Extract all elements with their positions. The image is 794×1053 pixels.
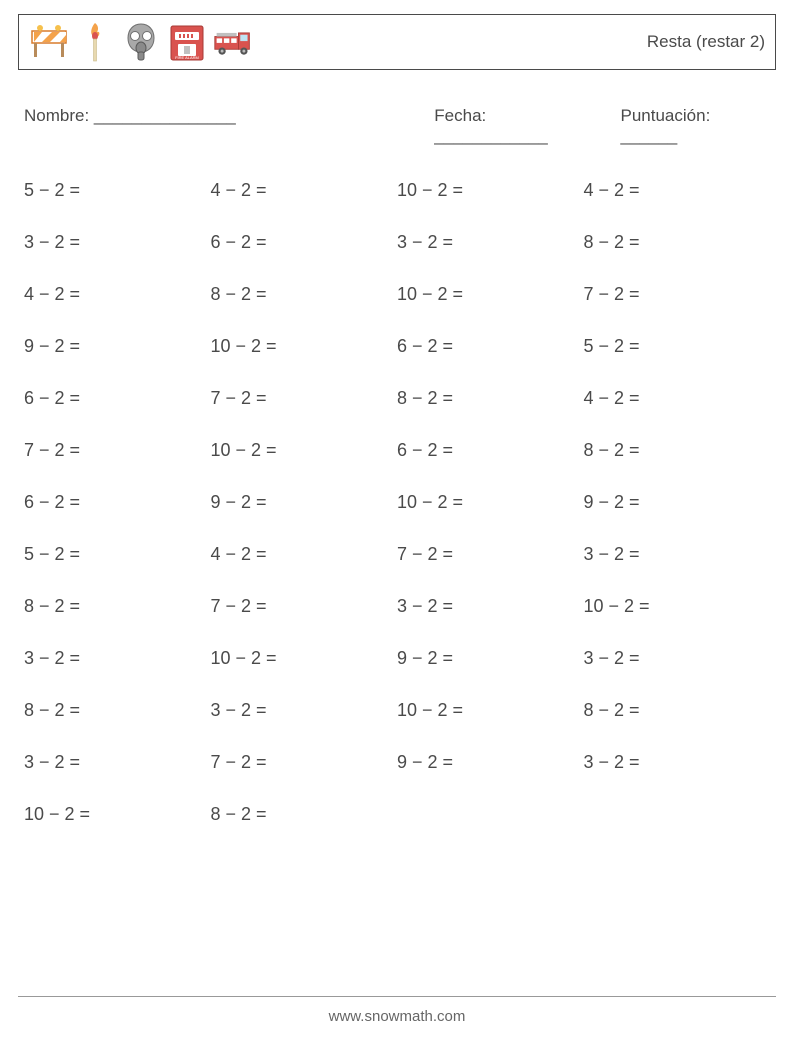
problem-cell: 3 − 2 = (24, 752, 211, 773)
problem-cell: 10 − 2 = (584, 596, 771, 617)
footer-url: www.snowmath.com (0, 1008, 794, 1025)
problem-cell: 7 − 2 = (211, 388, 398, 409)
problem-cell: 4 − 2 = (584, 180, 771, 201)
problem-row: 6 − 2 = 7 − 2 = 8 − 2 = 4 − 2 = (24, 388, 770, 409)
problem-cell: 7 − 2 = (24, 440, 211, 461)
problem-cell: 3 − 2 = (584, 544, 771, 565)
problem-cell: 5 − 2 = (584, 336, 771, 357)
problem-cell: 3 − 2 = (24, 648, 211, 669)
match-icon (75, 20, 115, 64)
problem-cell: 4 − 2 = (584, 388, 771, 409)
firetruck-icon (213, 20, 253, 64)
problem-cell: 10 − 2 = (211, 648, 398, 669)
header-icons: FIRE ALARM (29, 20, 253, 64)
problem-grid: 5 − 2 = 4 − 2 = 10 − 2 = 4 − 2 = 3 − 2 =… (18, 180, 776, 825)
worksheet-page: FIRE ALARM Resta (rest (0, 0, 794, 1053)
problem-cell: 8 − 2 = (584, 440, 771, 461)
svg-text:FIRE ALARM: FIRE ALARM (175, 55, 199, 60)
problem-cell: 9 − 2 = (584, 492, 771, 513)
problem-cell: 6 − 2 = (397, 440, 584, 461)
problem-row: 10 − 2 = 8 − 2 = (24, 804, 770, 825)
problem-row: 3 − 2 = 10 − 2 = 9 − 2 = 3 − 2 = (24, 648, 770, 669)
problem-row: 5 − 2 = 4 − 2 = 7 − 2 = 3 − 2 = (24, 544, 770, 565)
problem-row: 6 − 2 = 9 − 2 = 10 − 2 = 9 − 2 = (24, 492, 770, 513)
problem-cell: 3 − 2 = (397, 596, 584, 617)
problem-row: 7 − 2 = 10 − 2 = 6 − 2 = 8 − 2 = (24, 440, 770, 461)
problem-row: 9 − 2 = 10 − 2 = 6 − 2 = 5 − 2 = (24, 336, 770, 357)
problem-cell: 8 − 2 = (397, 388, 584, 409)
problem-cell: 8 − 2 = (584, 700, 771, 721)
problem-cell: 7 − 2 = (584, 284, 771, 305)
problem-cell: 3 − 2 = (397, 232, 584, 253)
problem-cell: 6 − 2 = (24, 388, 211, 409)
problem-row: 3 − 2 = 6 − 2 = 3 − 2 = 8 − 2 = (24, 232, 770, 253)
problem-cell: 3 − 2 = (584, 752, 771, 773)
problem-cell: 10 − 2 = (397, 284, 584, 305)
problem-row: 4 − 2 = 8 − 2 = 10 − 2 = 7 − 2 = (24, 284, 770, 305)
problem-cell: 5 − 2 = (24, 544, 211, 565)
problem-cell: 9 − 2 = (211, 492, 398, 513)
header-box: FIRE ALARM Resta (rest (18, 14, 776, 70)
problem-cell: 9 − 2 = (24, 336, 211, 357)
problem-row: 8 − 2 = 7 − 2 = 3 − 2 = 10 − 2 = (24, 596, 770, 617)
problem-cell: 8 − 2 = (24, 700, 211, 721)
problem-cell: 3 − 2 = (211, 700, 398, 721)
problem-cell (584, 804, 771, 825)
problem-cell: 6 − 2 = (211, 232, 398, 253)
problem-cell: 8 − 2 = (211, 284, 398, 305)
worksheet-title: Resta (restar 2) (647, 32, 765, 52)
score-field: Puntuación: ______ (621, 106, 771, 146)
problem-cell: 10 − 2 = (211, 336, 398, 357)
problem-cell: 3 − 2 = (584, 648, 771, 669)
problem-cell: 10 − 2 = (397, 700, 584, 721)
problem-cell: 5 − 2 = (24, 180, 211, 201)
problem-cell: 10 − 2 = (397, 492, 584, 513)
name-field: Nombre: _______________ (24, 106, 236, 125)
problem-cell: 8 − 2 = (211, 804, 398, 825)
footer-rule (18, 996, 776, 997)
problem-cell: 10 − 2 = (211, 440, 398, 461)
problem-cell: 6 − 2 = (24, 492, 211, 513)
problem-row: 8 − 2 = 3 − 2 = 10 − 2 = 8 − 2 = (24, 700, 770, 721)
problem-cell: 9 − 2 = (397, 648, 584, 669)
problem-cell: 10 − 2 = (397, 180, 584, 201)
problem-cell: 6 − 2 = (397, 336, 584, 357)
problem-cell: 10 − 2 = (24, 804, 211, 825)
problem-cell: 3 − 2 = (24, 232, 211, 253)
problem-cell: 4 − 2 = (211, 544, 398, 565)
problem-cell: 7 − 2 = (397, 544, 584, 565)
problem-row: 5 − 2 = 4 − 2 = 10 − 2 = 4 − 2 = (24, 180, 770, 201)
gasmask-icon (121, 20, 161, 64)
problem-cell: 4 − 2 = (24, 284, 211, 305)
problem-cell: 4 − 2 = (211, 180, 398, 201)
problem-cell: 9 − 2 = (397, 752, 584, 773)
problem-cell: 8 − 2 = (24, 596, 211, 617)
problem-row: 3 − 2 = 7 − 2 = 9 − 2 = 3 − 2 = (24, 752, 770, 773)
firealarm-icon: FIRE ALARM (167, 20, 207, 64)
problem-cell: 7 − 2 = (211, 596, 398, 617)
meta-row: Nombre: _______________ Fecha: _________… (18, 106, 776, 146)
problem-cell: 7 − 2 = (211, 752, 398, 773)
problem-cell: 8 − 2 = (584, 232, 771, 253)
problem-cell (397, 804, 584, 825)
barrier-icon (29, 20, 69, 64)
date-field: Fecha: ____________ (434, 106, 602, 146)
